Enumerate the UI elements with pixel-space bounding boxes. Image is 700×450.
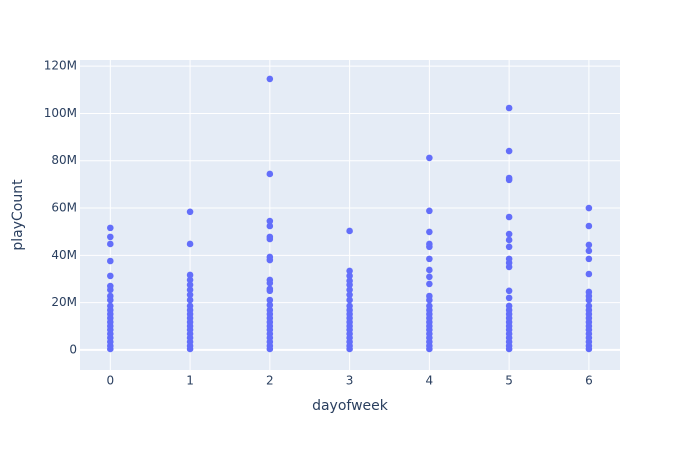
point [346, 345, 353, 353]
point [505, 263, 513, 271]
point [107, 257, 114, 265]
point [266, 256, 274, 264]
point [505, 243, 513, 251]
point [505, 294, 513, 302]
point [186, 345, 194, 353]
point [505, 176, 513, 184]
y-tick-label: 120M [44, 59, 77, 73]
point [505, 345, 513, 353]
point [505, 213, 513, 221]
point [426, 296, 433, 304]
point [426, 273, 433, 281]
y-axis-title: playCount [10, 179, 26, 251]
point [585, 247, 593, 255]
point [186, 286, 194, 294]
point [505, 287, 513, 295]
point [426, 255, 433, 263]
point [186, 276, 194, 284]
x-tick-label: 0 [106, 374, 114, 388]
point [107, 345, 114, 353]
point [585, 296, 593, 304]
point [585, 241, 593, 249]
point [505, 230, 513, 238]
x-tick-label: 4 [426, 374, 434, 388]
point [505, 147, 513, 155]
point [346, 227, 353, 235]
point [186, 281, 194, 289]
y-tick-label: 40M [51, 248, 77, 262]
point [505, 236, 513, 244]
point [585, 204, 593, 212]
point [266, 222, 274, 230]
point [266, 301, 274, 309]
point [585, 270, 593, 278]
point [346, 291, 353, 299]
x-axis-title: dayofweek [312, 398, 389, 414]
point [505, 104, 513, 112]
x-tick-label: 5 [505, 374, 513, 388]
point [266, 217, 274, 225]
point [266, 279, 274, 287]
point [186, 271, 194, 279]
point [426, 345, 433, 353]
point [426, 207, 433, 215]
point [107, 233, 114, 241]
y-tick-label: 0 [69, 342, 77, 356]
point [107, 286, 114, 294]
point [266, 296, 274, 304]
x-tick-label: 3 [346, 374, 354, 388]
point [346, 296, 353, 304]
point [346, 281, 353, 289]
point [266, 287, 274, 295]
point [186, 208, 194, 216]
point [585, 255, 593, 263]
point [426, 154, 433, 162]
point [107, 240, 114, 248]
point [266, 170, 274, 178]
point [186, 240, 194, 248]
point [186, 296, 194, 304]
point [426, 266, 433, 274]
y-tick-label: 20M [51, 295, 77, 309]
point [346, 267, 353, 275]
y-tick-label: 80M [51, 153, 77, 167]
y-tick-label: 100M [44, 106, 77, 120]
point [107, 296, 114, 304]
point [266, 235, 274, 243]
point [346, 286, 353, 294]
y-tick-label: 60M [51, 201, 77, 215]
point [426, 228, 433, 236]
point [186, 291, 194, 299]
point [107, 224, 114, 232]
point [266, 75, 274, 83]
point [426, 243, 433, 251]
point [585, 222, 593, 230]
x-tick-label: 6 [585, 374, 593, 388]
points [107, 75, 593, 353]
x-tick-label: 1 [186, 374, 194, 388]
point [585, 345, 593, 353]
x-tick-label: 2 [266, 374, 274, 388]
point [266, 345, 274, 353]
point [426, 280, 433, 288]
point [107, 272, 114, 280]
point [346, 272, 353, 280]
